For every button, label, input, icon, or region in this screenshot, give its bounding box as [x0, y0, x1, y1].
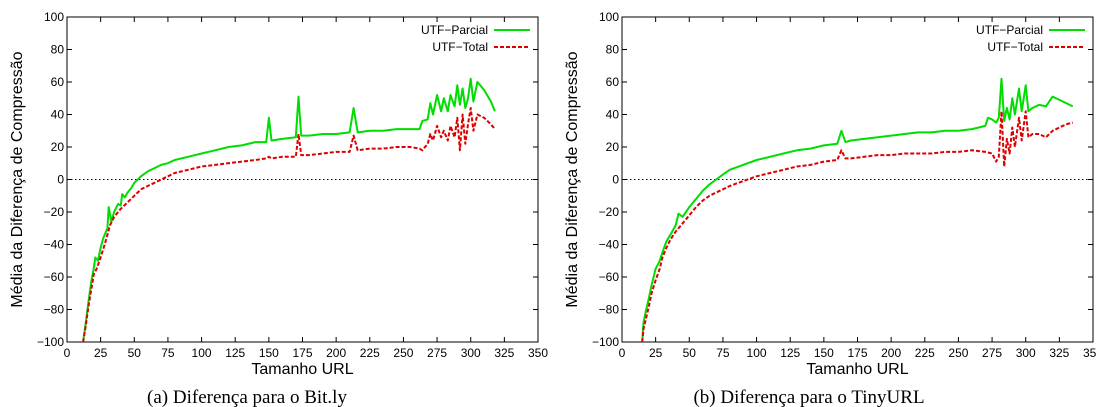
x-tick-label: 325 [494, 346, 514, 360]
chart-panel-b: 0255075100125150175200225250275300325350… [564, 10, 1096, 407]
y-tick-label: −100 [592, 335, 619, 349]
x-tick-label: 125 [780, 346, 800, 360]
y-tick-label: 100 [44, 10, 64, 24]
x-axis-label: Tamanho URL [251, 361, 353, 378]
x-tick-label: 200 [881, 346, 901, 360]
x-tick-label: 50 [683, 346, 697, 360]
x-tick-label: 300 [1016, 346, 1036, 360]
x-tick-label: 0 [64, 346, 71, 360]
x-tick-label: 100 [747, 346, 767, 360]
x-tick-label: 150 [259, 346, 279, 360]
series-line-utf-parcial [641, 77, 1074, 343]
y-tick-label: 60 [606, 75, 620, 89]
y-tick-label: −40 [599, 238, 620, 252]
x-axis-label: Tamanho URL [806, 361, 908, 378]
figure-caption: (b) Diferença para o TinyURL [693, 387, 924, 407]
x-tick-label: 0 [619, 346, 626, 360]
y-tick-label: 0 [57, 173, 64, 187]
legend-label: UTF−Parcial [421, 23, 488, 37]
y-tick-label: 20 [51, 140, 65, 154]
x-tick-label: 175 [292, 346, 312, 360]
y-tick-label: −100 [37, 335, 64, 349]
y-tick-label: 80 [606, 43, 620, 57]
y-tick-label: −60 [599, 270, 620, 284]
x-tick-label: 125 [225, 346, 245, 360]
series-line-utf-total [641, 110, 1074, 343]
x-tick-label: 75 [161, 346, 175, 360]
x-tick-label: 250 [393, 346, 413, 360]
x-tick-label: 350 [1083, 346, 1096, 360]
series-line-utf-total [82, 107, 496, 343]
x-tick-label: 50 [128, 346, 142, 360]
legend-label: UTF−Total [432, 40, 488, 54]
y-tick-label: −20 [599, 205, 620, 219]
legend-label: UTF−Total [987, 40, 1043, 54]
x-tick-label: 25 [649, 346, 663, 360]
y-tick-label: −40 [44, 238, 65, 252]
x-tick-label: 175 [847, 346, 867, 360]
x-tick-label: 150 [814, 346, 834, 360]
x-tick-label: 75 [716, 346, 730, 360]
y-tick-label: 40 [51, 108, 65, 122]
figure-caption: (a) Diferença para o Bit.ly [147, 387, 347, 407]
x-tick-label: 350 [528, 346, 548, 360]
x-tick-label: 275 [427, 346, 447, 360]
y-tick-label: 40 [606, 108, 620, 122]
y-tick-label: 80 [51, 43, 65, 57]
x-tick-label: 100 [192, 346, 212, 360]
x-tick-label: 275 [982, 346, 1002, 360]
y-axis-label: Média da Diferença de Compressão [9, 51, 26, 307]
y-tick-label: 20 [606, 140, 620, 154]
y-tick-label: −20 [44, 205, 65, 219]
y-tick-label: −60 [44, 270, 65, 284]
x-tick-label: 250 [948, 346, 968, 360]
series-line-utf-parcial [82, 77, 496, 343]
x-tick-label: 325 [1049, 346, 1069, 360]
chart-panel-a: 0 25 50 75 100 125 150 175 200 225 250 275 300 325 350… [9, 10, 548, 407]
y-tick-label: 60 [51, 75, 65, 89]
y-tick-label: −80 [599, 303, 620, 317]
x-tick-label: 300 [461, 346, 481, 360]
legend-label: UTF−Parcial [976, 23, 1043, 37]
y-tick-label: −80 [44, 303, 65, 317]
x-tick-label: 225 [360, 346, 380, 360]
y-axis-label: Média da Diferença de Compressão [564, 51, 581, 307]
y-tick-label: 100 [599, 10, 619, 24]
x-tick-label: 200 [326, 346, 346, 360]
x-tick-label: 25 [94, 346, 108, 360]
y-tick-label: 0 [612, 173, 619, 187]
x-tick-label: 225 [915, 346, 935, 360]
